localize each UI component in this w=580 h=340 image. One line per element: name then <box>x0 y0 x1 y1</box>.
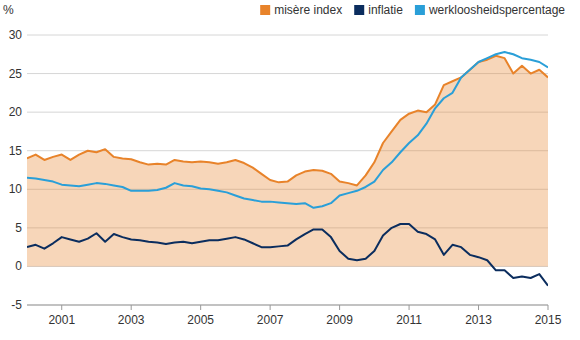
x-tick <box>270 305 271 310</box>
x-tick <box>131 305 132 310</box>
x-tick <box>409 305 410 310</box>
x-tick <box>61 305 62 310</box>
line <box>27 224 548 286</box>
x-axis-line <box>27 305 548 306</box>
x-tick <box>339 305 340 310</box>
x-tick <box>548 305 549 310</box>
legend-swatch <box>415 5 425 15</box>
y-tick-label: 10 <box>9 182 23 196</box>
x-tick-label: 2015 <box>535 313 562 327</box>
x-tick-label: 2005 <box>187 313 214 327</box>
y-tick-label: 25 <box>9 67 23 81</box>
x-tick-label: 2003 <box>118 313 145 327</box>
grid-line <box>27 35 548 36</box>
legend: misère index inflatie werkloosheidspercent… <box>260 3 565 17</box>
legend-label: werkloosheidspercentage <box>428 3 565 17</box>
chart: -5 0 5 10 15 20 25 30 2001 2003 2005 2007 2009 2011 20… <box>0 0 580 340</box>
legend-swatch <box>260 5 270 15</box>
x-tick <box>478 305 479 310</box>
legend-label: misère index <box>274 3 342 17</box>
y-tick-label: 5 <box>15 221 22 235</box>
line <box>27 56 548 186</box>
legend-label: inflatie <box>368 3 403 17</box>
y-tick-label: 15 <box>9 144 23 158</box>
y-axis-label: % <box>3 3 14 17</box>
x-tick-label: 2009 <box>326 313 353 327</box>
x-tick-label: 2013 <box>465 313 492 327</box>
grid-line <box>27 305 548 306</box>
plot-area <box>27 52 548 286</box>
x-tick-label: 2007 <box>257 313 284 327</box>
x-tick-label: 2011 <box>396 313 422 327</box>
y-tick-label: 20 <box>9 105 23 119</box>
line <box>27 52 548 208</box>
legend-swatch <box>354 5 364 15</box>
y-tick-label: 0 <box>15 259 22 273</box>
x-tick <box>200 305 201 310</box>
y-tick-label: -5 <box>11 298 22 312</box>
area <box>27 56 548 267</box>
x-tick-label: 2001 <box>48 313 75 327</box>
y-tick-label: 30 <box>9 28 23 42</box>
